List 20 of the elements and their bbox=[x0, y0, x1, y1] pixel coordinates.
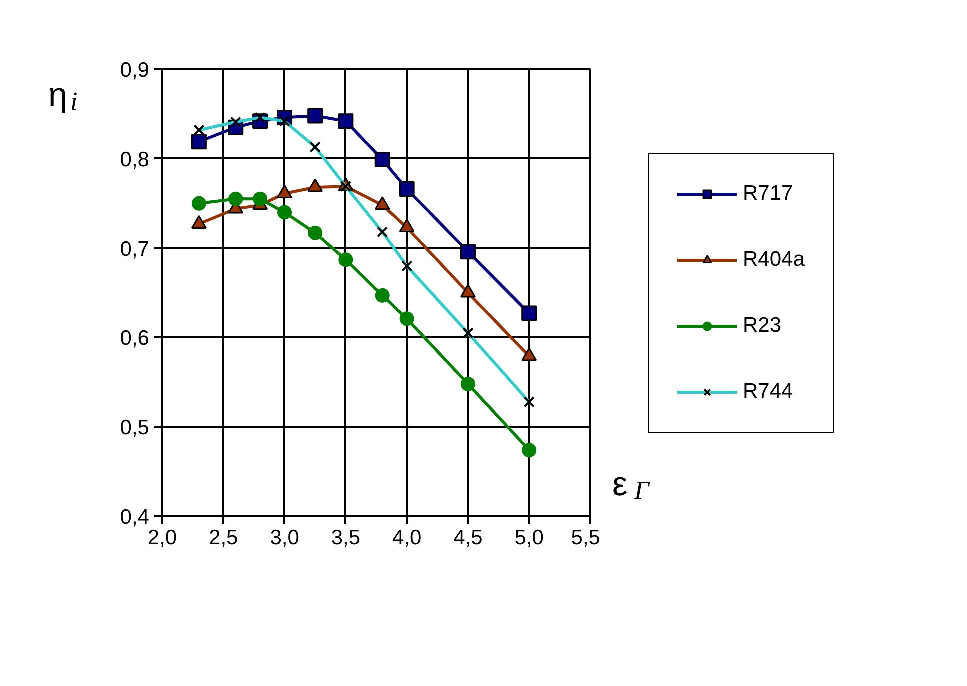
x-tick-label: 4,5 bbox=[454, 526, 483, 550]
y-tick-label: 0,6 bbox=[120, 327, 150, 350]
x-tick-label: 2,0 bbox=[148, 526, 178, 550]
legend-label: R744 bbox=[743, 380, 794, 404]
x-tick-label: 5,0 bbox=[514, 526, 544, 550]
x-tick-label: 4,0 bbox=[392, 526, 422, 550]
point bbox=[191, 134, 207, 150]
x-tick-label: 3,0 bbox=[270, 526, 300, 550]
y-tick-label: 0,8 bbox=[120, 148, 150, 172]
y-tick-label: 0,9 bbox=[120, 59, 150, 82]
x-tick-label: 2,5 bbox=[209, 526, 238, 550]
y-axis-title: ηi bbox=[48, 76, 78, 116]
y-tick-label: 0,5 bbox=[120, 416, 150, 440]
legend-label: R23 bbox=[743, 314, 782, 338]
y-tick-label: 0,7 bbox=[120, 238, 150, 261]
legend-label: R717 bbox=[743, 182, 794, 206]
x-tick-label: 3,5 bbox=[331, 526, 361, 550]
legend-label: R404a bbox=[743, 248, 805, 272]
x-tick-label: 5,5 bbox=[571, 526, 601, 550]
y-tick-label: 0,4 bbox=[120, 506, 150, 529]
